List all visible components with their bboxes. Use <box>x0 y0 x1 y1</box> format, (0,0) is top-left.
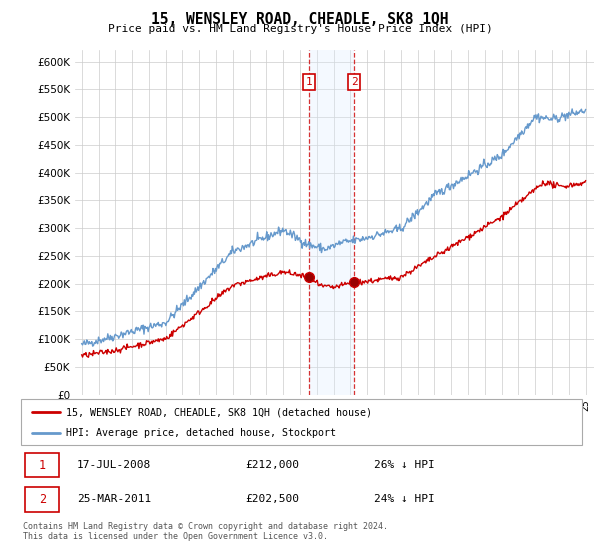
Text: 26% ↓ HPI: 26% ↓ HPI <box>374 460 435 470</box>
Text: 1: 1 <box>306 77 313 87</box>
Text: Price paid vs. HM Land Registry's House Price Index (HPI): Price paid vs. HM Land Registry's House … <box>107 24 493 34</box>
Text: 25-MAR-2011: 25-MAR-2011 <box>77 494 151 504</box>
Text: Contains HM Land Registry data © Crown copyright and database right 2024.
This d: Contains HM Land Registry data © Crown c… <box>23 522 388 542</box>
Text: HPI: Average price, detached house, Stockport: HPI: Average price, detached house, Stoc… <box>66 428 336 438</box>
Text: 15, WENSLEY ROAD, CHEADLE, SK8 1QH: 15, WENSLEY ROAD, CHEADLE, SK8 1QH <box>151 12 449 27</box>
Text: £202,500: £202,500 <box>245 494 299 504</box>
Text: 15, WENSLEY ROAD, CHEADLE, SK8 1QH (detached house): 15, WENSLEY ROAD, CHEADLE, SK8 1QH (deta… <box>66 407 372 417</box>
FancyBboxPatch shape <box>21 399 582 445</box>
FancyBboxPatch shape <box>25 453 59 477</box>
Text: 2: 2 <box>351 77 358 87</box>
Text: 1: 1 <box>39 459 46 472</box>
Text: 24% ↓ HPI: 24% ↓ HPI <box>374 494 435 504</box>
FancyBboxPatch shape <box>25 487 59 511</box>
Text: 17-JUL-2008: 17-JUL-2008 <box>77 460 151 470</box>
Text: 2: 2 <box>39 493 46 506</box>
Text: £212,000: £212,000 <box>245 460 299 470</box>
Bar <box>309 50 355 395</box>
